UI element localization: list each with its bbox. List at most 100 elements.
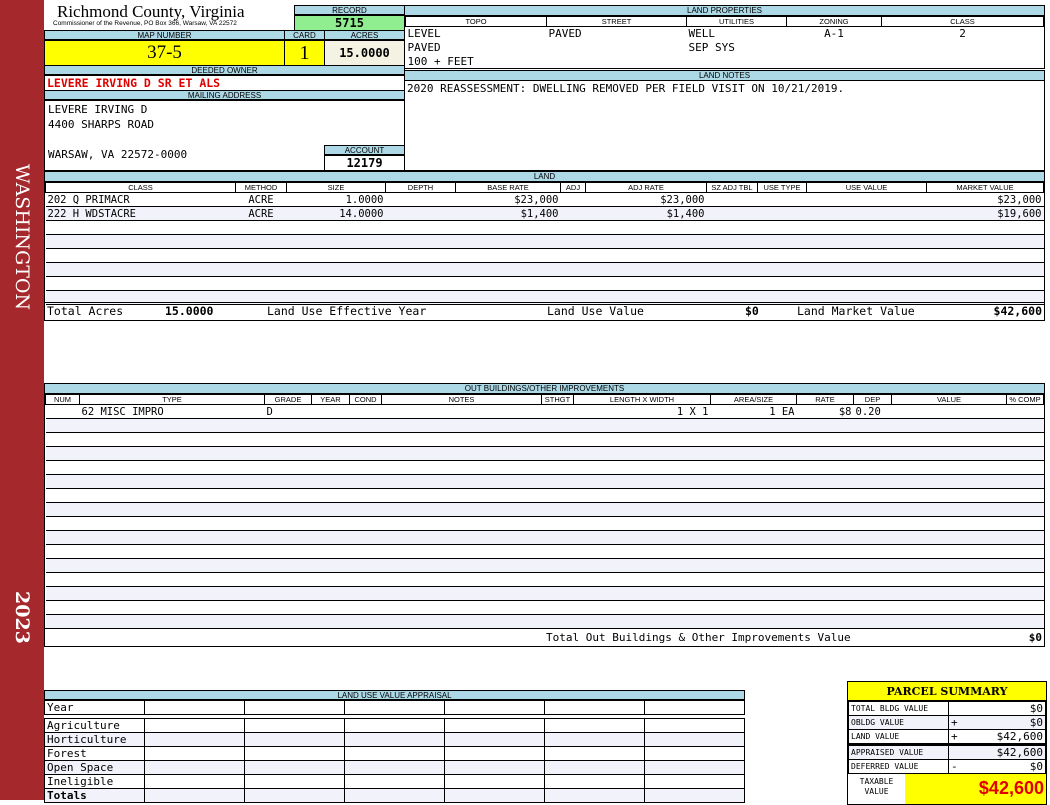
account-number: 12179 [324,155,405,171]
table-cell [687,55,787,69]
card-label: CARD [284,30,325,40]
table-row [45,502,1044,517]
table-cell [381,502,542,517]
table-cell [264,432,312,447]
address-line: WARSAW, VA 22572-0000 [48,148,188,161]
table-cell [585,248,707,263]
table-cell [79,516,265,531]
table-cell [796,446,854,461]
table-cell [311,544,350,559]
table-cell [349,600,382,615]
table-cell [244,732,345,747]
table-cell [264,516,312,531]
table-cell [806,234,927,249]
table-cell [541,516,574,531]
table-cell [455,262,561,277]
table-cell [79,558,265,573]
table-cell: ACRE [235,206,287,221]
land-notes: LAND NOTES 2020 REASSESSMENT: DWELLING R… [404,70,1045,171]
table-cell [710,418,797,433]
table-cell [344,732,445,747]
table-cell: 1 EA [710,404,797,419]
table-cell: $23,000 [455,192,561,207]
table-cell [541,502,574,517]
table-cell [444,788,545,803]
table-cell [573,502,711,517]
table-cell [45,544,80,559]
column-header: RATE [796,394,854,405]
table-cell [541,544,574,559]
table-cell [1006,502,1044,517]
record-label: RECORD [294,5,405,15]
table-cell: 202 Q PRIMACR [45,192,236,207]
column-header: TOPO [405,16,547,27]
table-cell [1006,572,1044,587]
table-row [45,418,1044,433]
table-cell [381,488,542,503]
table-cell [706,206,758,221]
table-cell [244,718,345,733]
table-row: Open Space [44,760,745,775]
table-cell [381,418,542,433]
table-cell [853,418,892,433]
table-cell [710,432,797,447]
table-cell [444,700,545,715]
table-cell [541,460,574,475]
table-cell: SEP SYS [688,41,735,54]
table-cell [706,234,758,249]
table-cell [344,788,445,803]
table-cell [264,502,312,517]
column-header: DEPTH [385,182,456,193]
table-cell [710,544,797,559]
table-cell [853,516,892,531]
column-header: COND [349,394,382,405]
table-cell [891,614,1007,629]
table-cell [1006,460,1044,475]
table-cell [1006,586,1044,601]
acres-label: ACRES [324,30,405,40]
table-cell [853,558,892,573]
table-cell [891,432,1007,447]
table-cell [381,432,542,447]
table-cell [710,558,797,573]
table-cell [381,600,542,615]
table-cell [926,220,1044,235]
table-cell [444,746,545,761]
table-cell [560,290,586,305]
column-header: CLASS [45,182,236,193]
table-cell [541,446,574,461]
table-cell [757,276,807,291]
table-cell [1006,558,1044,573]
summary-row: DEFERRED VALUE - $0 [848,759,1046,774]
table-cell [244,774,345,789]
table-cell [45,474,80,489]
use-value-total: $0 [745,304,759,318]
table-cell [455,234,561,249]
column-header: MARKET VALUE [926,182,1044,193]
table-cell [385,234,456,249]
table-cell [45,432,80,447]
table-cell [891,460,1007,475]
table-cell [891,404,1007,419]
table-cell [560,206,586,221]
table-cell [796,530,854,545]
row-label: Open Space [44,760,145,775]
table-cell [349,446,382,461]
total-acres: 15.0000 [165,304,214,318]
column-header: % COMP [1006,394,1044,405]
table-cell [45,234,236,249]
table-cell [560,262,586,277]
table-cell: ACRE [235,192,287,207]
table-cell [585,234,707,249]
table-row: Totals [44,788,745,803]
table-cell [853,544,892,559]
column-header: LENGTH X WIDTH [573,394,711,405]
table-cell [79,502,265,517]
table-cell [45,600,80,615]
table-cell [573,432,711,447]
table-row [45,558,1044,573]
table-cell [585,276,707,291]
table-cell [385,192,456,207]
table-cell [757,290,807,305]
table-cell [45,502,80,517]
